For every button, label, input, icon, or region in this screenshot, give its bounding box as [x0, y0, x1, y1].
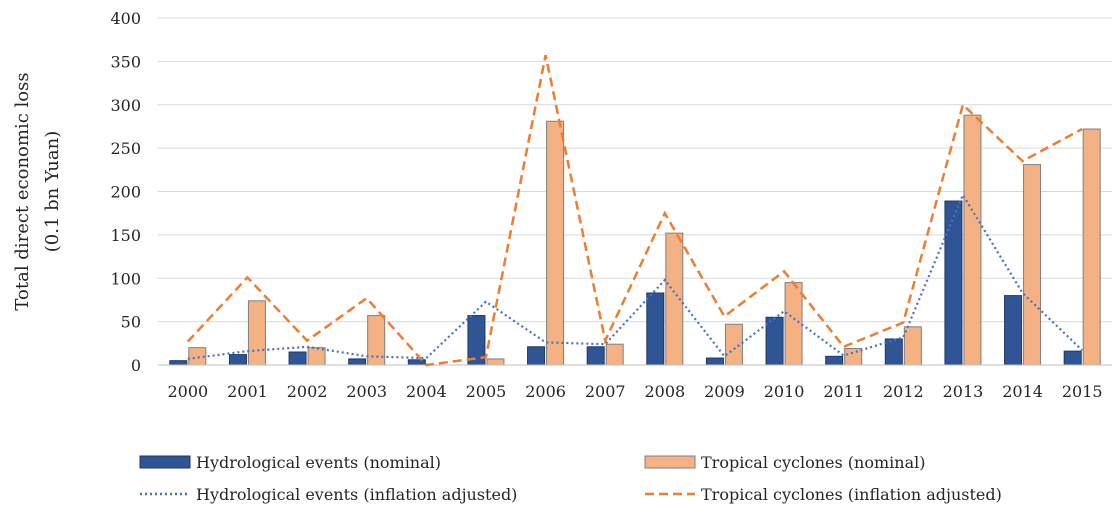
x-tick-label: 2005: [466, 382, 507, 401]
bar: [1082, 128, 1101, 366]
bar: [605, 343, 624, 366]
legend-swatch: [139, 455, 191, 469]
x-tick-label: 2015: [1062, 382, 1103, 401]
y-axis-label: Total direct economic loss (0.1 bn Yuan): [12, 72, 63, 310]
bars: [169, 114, 1101, 366]
y-axis-label-line: Total direct economic loss: [12, 72, 33, 310]
legend-swatch: [644, 455, 696, 469]
x-tick-label: 2009: [704, 382, 745, 401]
bar: [586, 346, 605, 366]
bar: [903, 326, 922, 366]
y-tick-label: 0: [131, 356, 141, 375]
y-tick-label: 350: [110, 52, 141, 71]
x-tick-label: 2014: [1002, 382, 1043, 401]
legend: Hydrological events (nominal) Tropical cy…: [139, 453, 1002, 504]
x-tick-label: 2010: [764, 382, 805, 401]
x-tick-label: 2012: [883, 382, 924, 401]
x-tick-label: 2003: [346, 382, 387, 401]
bar: [705, 357, 724, 366]
x-tick-label: 2008: [644, 382, 685, 401]
bar: [724, 323, 743, 366]
y-tick-label: 50: [121, 313, 141, 332]
x-tick-label: 2002: [287, 382, 328, 401]
y-tick-label: 200: [110, 183, 141, 202]
y-tick-label: 400: [110, 9, 141, 28]
gridlines: [158, 17, 1112, 323]
bar: [247, 300, 266, 366]
bar: [825, 355, 844, 366]
y-axis-label-line: (0.1 bn Yuan): [42, 131, 63, 252]
bar: [527, 346, 546, 366]
x-tick-label: 2011: [823, 382, 864, 401]
bar: [944, 200, 963, 366]
bar: [1063, 350, 1082, 366]
x-tick-label: 2007: [585, 382, 626, 401]
x-tick-label: 2013: [943, 382, 984, 401]
x-tick-label: 2006: [525, 382, 566, 401]
bar: [844, 348, 863, 366]
bar: [228, 354, 247, 366]
bar: [1004, 295, 1023, 366]
legend-label: Hydrological events (inflation adjusted): [196, 485, 517, 504]
x-tick-label: 2001: [227, 382, 268, 401]
y-tick-label: 300: [110, 96, 141, 115]
bar: [169, 360, 188, 366]
legend-label: Tropical cyclones (inflation adjusted): [701, 485, 1002, 504]
bar: [765, 316, 784, 366]
y-tick-label: 150: [110, 226, 141, 245]
series-lines: [186, 55, 1083, 367]
y-tick-label: 250: [110, 139, 141, 158]
bar: [407, 359, 426, 366]
legend-label: Tropical cyclones (nominal): [701, 453, 925, 472]
x-tick-label: 2000: [167, 382, 208, 401]
bar: [486, 358, 505, 366]
series-line: [187, 192, 1083, 360]
series-line: [186, 55, 1083, 367]
bar: [646, 292, 665, 366]
x-tick-label: 2004: [406, 382, 447, 401]
bar: [784, 282, 803, 366]
bar: [288, 351, 307, 366]
y-axis-ticks: 0 50 100 150 200 250 300 350 400: [110, 9, 141, 375]
x-axis-ticks: 2000 2001 2002 2003 2004 2005 2006 2007 2008 2009…: [167, 382, 1102, 401]
bar: [546, 120, 565, 366]
bar: [884, 338, 903, 366]
legend-label: Hydrological events (nominal): [196, 453, 441, 472]
bar: [1023, 164, 1042, 366]
bar: [963, 114, 982, 366]
bar: [348, 358, 367, 366]
y-tick-label: 100: [110, 269, 141, 288]
